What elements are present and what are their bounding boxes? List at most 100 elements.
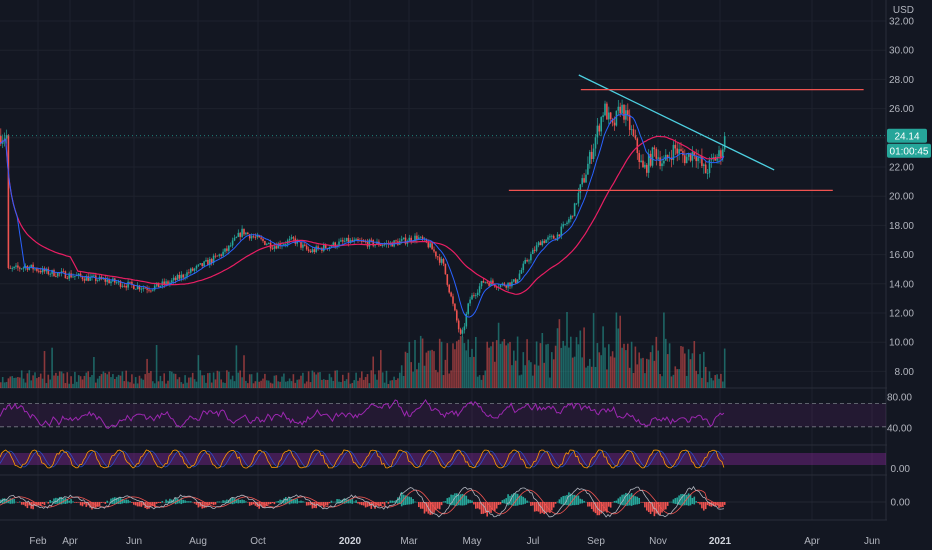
volume-bar [668,343,671,388]
macd-histogram-bar [655,502,658,514]
candle-body [551,235,553,237]
volume-bar [247,383,249,388]
candle-body [611,118,614,123]
volume-bar [613,357,616,388]
volume-bar [488,347,490,388]
candle-body [532,249,534,255]
candle-body [51,270,53,274]
volume-bar [323,379,325,388]
candle-body [152,289,154,291]
macd-histogram-bar [117,497,120,505]
candle-body [585,174,587,183]
macd-histogram-bar [649,502,652,515]
volume-bar [0,382,2,388]
last-price-value: 24.14 [894,131,919,142]
macd-histogram-bar [45,501,48,503]
volume-bar [484,370,487,388]
macd-histogram-bar [148,502,150,509]
candle-body [123,285,126,287]
macd-histogram-bar [421,502,424,509]
candle-body [402,237,405,240]
candle-body [647,153,650,173]
macd-histogram-bar [511,494,513,506]
macd-histogram-bar [397,497,399,505]
candle-body [672,144,675,161]
volume-bar [695,370,697,388]
macd-histogram-bar [262,502,264,508]
volume-bar [283,373,285,388]
candle-body [233,237,236,241]
volume-bar [176,379,179,388]
volume-bar [418,362,420,388]
volume-bar [704,366,707,388]
macd-histogram-bar [165,499,167,504]
candle-body [235,236,238,238]
macd-histogram-bar [619,496,621,505]
macd-histogram-bar [239,499,241,504]
volume-bar [528,360,530,388]
candle-body [43,268,46,272]
macd-histogram-bar [651,502,654,512]
macd-histogram-bar [414,501,416,503]
candle-body [212,255,215,263]
macd-histogram-bar [288,497,291,505]
candle-body [146,288,148,290]
candle-body [408,237,411,242]
volume-bar [207,373,209,388]
candle-body [148,289,150,291]
volume-bar [450,370,452,388]
volume-bar [81,379,84,388]
volume-bar [197,355,200,388]
macd-histogram-bar [522,496,525,505]
candle-body [720,150,722,159]
volume-bar [687,349,690,388]
volume-bar [321,379,323,388]
volume-bar [338,381,340,388]
candle-body [722,149,724,159]
macd-histogram-bar [353,501,355,503]
macd-histogram-bar [39,502,42,507]
volume-bar [511,365,513,388]
candle-body [159,285,162,288]
volume-bar [79,376,82,388]
volume-bar [497,322,500,388]
volume-bar [689,359,692,388]
volume-bar [378,370,380,388]
volume-bar [140,378,143,388]
macd-histogram-bar [193,502,196,504]
countdown-badge [887,143,931,158]
volume-bar [611,351,614,388]
volume-bar [290,381,293,388]
candle-body [241,228,243,237]
macd-histogram-bar [174,497,177,505]
macd-histogram-bar [663,502,665,510]
volume-bar [628,367,631,388]
volume-bar [125,370,127,388]
candle-body [176,274,179,280]
candle-body [638,153,640,162]
macd-histogram-bar [285,497,287,505]
volume-bar [680,346,682,388]
volume-bar [676,369,678,388]
macd-histogram-bar [349,499,352,504]
candle-body [718,150,720,157]
volume-bar [524,365,526,388]
volume-bar [114,379,116,388]
volume-bar [551,352,553,388]
candle-body [594,137,597,149]
macd-histogram-bar [355,500,357,504]
macd-histogram-bar [547,502,549,513]
volume-bar [51,347,53,388]
candle-body [372,240,374,246]
candle-body [459,329,462,334]
volume-bar [119,375,122,388]
volume-bar [203,375,205,388]
volume-bar [596,343,599,388]
volume-bar [188,377,190,388]
volume-bar [539,343,542,388]
volume-bar [589,358,591,388]
candle-body [640,160,642,162]
macd-histogram-bar [260,502,262,507]
volume-bar [184,375,186,388]
